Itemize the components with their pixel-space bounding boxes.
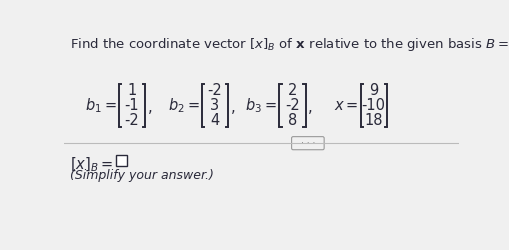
Text: $b_2 =$: $b_2 =$	[167, 96, 199, 115]
Text: -2: -2	[207, 83, 222, 98]
Text: 9: 9	[369, 83, 378, 98]
Text: -2: -2	[124, 112, 139, 128]
Text: 2: 2	[287, 83, 296, 98]
Text: ,: ,	[147, 100, 152, 114]
Text: ,: ,	[307, 100, 312, 114]
Text: · · ·: · · ·	[300, 139, 315, 148]
Bar	[116, 155, 127, 166]
Text: 4: 4	[210, 112, 219, 128]
Text: -1: -1	[124, 98, 139, 113]
Text: $[x]_B =$: $[x]_B =$	[70, 156, 113, 174]
Text: $b_1 =$: $b_1 =$	[84, 96, 116, 115]
Text: Find the coordinate vector $[x]_B$ of $\mathbf{x}$ relative to the given basis $: Find the coordinate vector $[x]_B$ of $\…	[70, 36, 509, 53]
Text: -2: -2	[285, 98, 299, 113]
Text: (Simplify your answer.): (Simplify your answer.)	[70, 169, 213, 182]
Text: $b_3 =$: $b_3 =$	[245, 96, 276, 115]
Text: 18: 18	[364, 112, 382, 128]
FancyBboxPatch shape	[291, 137, 324, 150]
Text: 8: 8	[287, 112, 296, 128]
Text: ,: ,	[230, 100, 235, 114]
Text: -10: -10	[361, 98, 385, 113]
Text: 3: 3	[210, 98, 219, 113]
Text: 1: 1	[127, 83, 136, 98]
Text: $x =$: $x =$	[333, 98, 357, 113]
